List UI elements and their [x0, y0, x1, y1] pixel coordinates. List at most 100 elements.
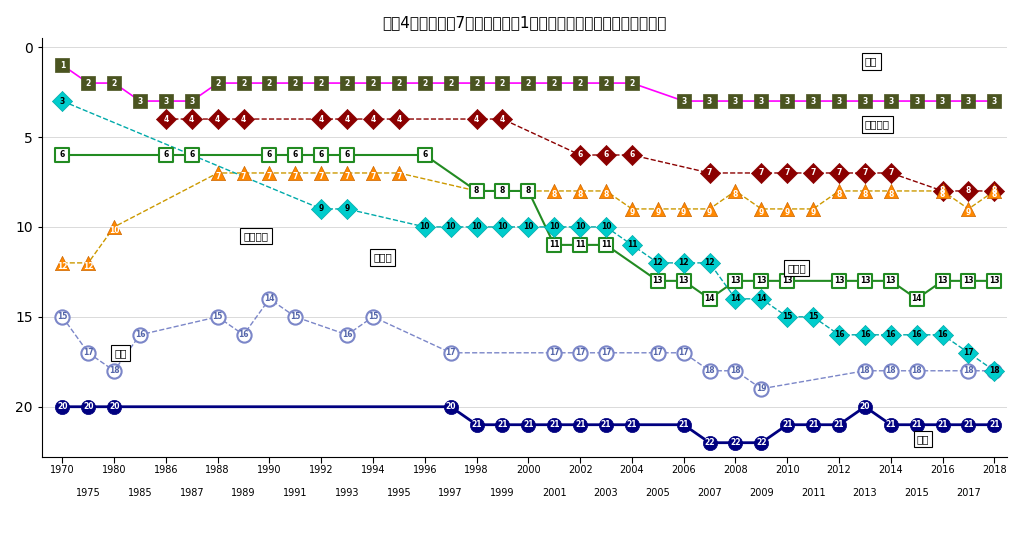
Point [676, 420, 692, 429]
Text: 16: 16 [911, 331, 922, 339]
Point [805, 169, 821, 177]
Point [546, 420, 562, 429]
Point [442, 403, 459, 411]
Point [986, 366, 1002, 375]
Text: 8: 8 [500, 190, 505, 199]
Text: 4: 4 [189, 114, 195, 123]
Point [261, 151, 278, 159]
Text: 12: 12 [57, 262, 68, 271]
Text: 3: 3 [733, 97, 738, 106]
Text: 4: 4 [474, 114, 479, 123]
Text: 3: 3 [811, 97, 816, 106]
Text: 10: 10 [523, 223, 534, 231]
Point [624, 205, 640, 213]
Point [961, 420, 977, 429]
Text: 2001: 2001 [542, 488, 566, 498]
Text: 11: 11 [574, 240, 586, 249]
Point [495, 187, 511, 195]
Text: 2: 2 [371, 78, 376, 88]
Point [495, 187, 511, 195]
Text: 9: 9 [630, 208, 635, 217]
Text: 11: 11 [549, 240, 559, 249]
Point [883, 366, 899, 375]
Point [830, 331, 847, 339]
Point [313, 205, 330, 213]
Point [883, 277, 899, 285]
Text: 21: 21 [937, 420, 948, 429]
Point [598, 349, 614, 357]
Point [857, 403, 873, 411]
Text: 8: 8 [474, 190, 479, 199]
Text: 8: 8 [733, 190, 738, 199]
Point [236, 169, 252, 177]
Point [649, 277, 666, 285]
Text: 7: 7 [396, 172, 401, 181]
Point [520, 79, 537, 88]
Text: 4: 4 [163, 114, 169, 123]
Point [80, 349, 96, 357]
Text: 13: 13 [782, 277, 793, 285]
Text: 16: 16 [886, 331, 896, 339]
Text: 6: 6 [293, 151, 298, 160]
Point [546, 349, 562, 357]
Point [624, 79, 640, 88]
Text: 21: 21 [886, 420, 896, 429]
Point [883, 169, 899, 177]
Point [132, 97, 148, 105]
Point [857, 169, 873, 177]
Text: 14: 14 [705, 294, 715, 303]
Point [158, 151, 174, 159]
Point [727, 438, 743, 447]
Text: 13: 13 [989, 277, 999, 285]
Point [572, 79, 589, 88]
Point [572, 187, 589, 195]
Point [105, 403, 122, 411]
Text: 18: 18 [886, 366, 896, 375]
Point [701, 438, 718, 447]
Text: 16: 16 [834, 331, 845, 339]
Text: 7: 7 [344, 172, 350, 181]
Text: 15: 15 [808, 312, 818, 321]
Text: 8: 8 [888, 190, 894, 199]
Text: 13: 13 [679, 277, 689, 285]
Text: 15: 15 [213, 312, 223, 321]
Point [986, 420, 1002, 429]
Point [986, 97, 1002, 105]
Text: 21: 21 [574, 420, 586, 429]
Text: 13: 13 [756, 277, 767, 285]
Point [80, 79, 96, 88]
Text: 13: 13 [834, 277, 845, 285]
Point [830, 277, 847, 285]
Text: 2: 2 [293, 78, 298, 88]
Text: カナダ: カナダ [373, 253, 392, 263]
Text: 4: 4 [371, 114, 376, 123]
Point [857, 187, 873, 195]
Point [754, 295, 770, 303]
Text: 18: 18 [964, 366, 974, 375]
Text: 9: 9 [759, 208, 764, 217]
Point [908, 97, 925, 105]
Point [676, 277, 692, 285]
Text: 2: 2 [422, 78, 427, 88]
Point [830, 187, 847, 195]
Point [546, 79, 562, 88]
Point [313, 115, 330, 123]
Point [883, 187, 899, 195]
Text: 7: 7 [215, 172, 220, 181]
Text: 2: 2 [215, 78, 220, 88]
Text: 18: 18 [705, 366, 715, 375]
Point [520, 187, 537, 195]
Point [80, 403, 96, 411]
Text: 9: 9 [318, 205, 324, 214]
Text: 7: 7 [784, 168, 790, 177]
Point [468, 115, 484, 123]
Text: 9: 9 [784, 208, 790, 217]
Text: 3: 3 [862, 97, 867, 106]
Point [857, 277, 873, 285]
Point [520, 223, 537, 231]
Point [520, 420, 537, 429]
Point [183, 115, 200, 123]
Point [701, 295, 718, 303]
Text: 2009: 2009 [750, 488, 774, 498]
Point [676, 205, 692, 213]
